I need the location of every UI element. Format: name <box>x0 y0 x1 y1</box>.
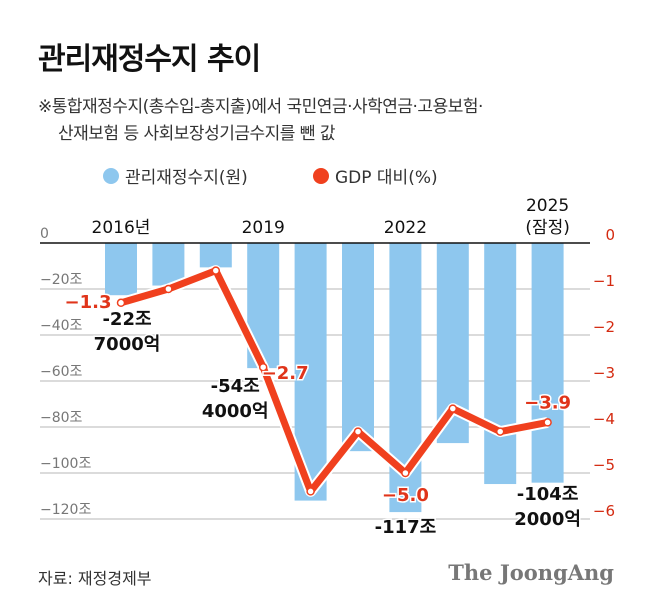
x-tick-label: 2025 <box>526 196 569 216</box>
bar-data-label: -104조 <box>517 484 579 505</box>
bar-data-label: 2000억 <box>514 509 581 530</box>
note-line-1: ※통합재정수지(총수입-총지출)에서 국민연금·사학연금·고용보험· <box>38 97 483 117</box>
left-tick-label: 0 <box>40 226 49 242</box>
left-tick-label: −100조 <box>40 456 91 472</box>
gdp-point-2025 <box>543 418 552 427</box>
gdp-point-2024 <box>495 427 505 436</box>
bar-2025 <box>531 243 564 483</box>
bar-2021 <box>342 243 374 452</box>
gdp-point-2018 <box>211 266 221 275</box>
gdp-line <box>120 267 549 495</box>
right-tick-label: −3 <box>593 364 615 382</box>
x-tick-label: (잠정) <box>525 218 570 238</box>
bar-2017 <box>152 243 185 286</box>
bar-data-label: -54조 <box>211 376 260 397</box>
bar-2018 <box>199 243 232 268</box>
bar-2024 <box>484 243 517 485</box>
x-tick-label: 2016년 <box>92 218 151 238</box>
right-tick-label: −4 <box>593 410 615 428</box>
x-tick-label: 2022 <box>384 218 427 238</box>
gdp-point-2021 <box>353 427 363 436</box>
right-tick-label: 0 <box>605 226 615 244</box>
legend-swatch-bar <box>103 167 119 184</box>
right-tick-label: −5 <box>593 456 615 474</box>
legend-label-line: GDP 대비(%) <box>335 168 438 188</box>
left-tick-label: −40조 <box>40 318 83 334</box>
left-tick-label: −60조 <box>40 364 83 380</box>
left-tick-label: −120조 <box>40 502 91 518</box>
publisher-logo: The JoongAng <box>448 560 614 585</box>
right-tick-label: −1 <box>593 272 615 290</box>
left-tick-label: −20조 <box>40 272 83 288</box>
gdp-point-2023 <box>448 404 458 413</box>
gdp-data-label: −5.0 <box>382 485 429 506</box>
legend-swatch-line <box>313 167 329 184</box>
gdp-point-2017 <box>164 284 173 294</box>
gdp-point-2019 <box>258 362 268 372</box>
gdp-data-label: −3.9 <box>524 392 571 413</box>
x-tick-label: 2019 <box>242 218 285 238</box>
gdp-data-label: −2.7 <box>262 363 309 384</box>
bar-data-label: 4000억 <box>202 401 269 422</box>
legend-label-bar: 관리재정수지(원) <box>125 168 248 188</box>
note-line-2: 산재보험 등 사회보장성기금수지를 뺀 값 <box>58 124 336 144</box>
gdp-point-2022 <box>401 468 410 478</box>
gdp-point-2020 <box>306 487 315 496</box>
bar-data-label: -117조 <box>375 517 437 538</box>
left-tick-label: −80조 <box>40 410 83 426</box>
right-tick-label: −6 <box>593 502 615 520</box>
legend-item-bar: 관리재정수지(원) <box>103 163 248 188</box>
bar-data-label: 7000억 <box>94 334 161 355</box>
legend-item-line: GDP 대비(%) <box>313 163 438 188</box>
source-text: 자료: 재정경제부 <box>38 569 152 588</box>
chart-title: 관리재정수지 추이 <box>38 42 261 77</box>
right-tick-label: −2 <box>593 318 615 336</box>
gdp-data-label: −1.3 <box>65 292 112 313</box>
bar-data-label: -22조 <box>102 309 151 330</box>
gdp-point-2016 <box>116 298 126 308</box>
bar-2016 <box>105 243 137 296</box>
